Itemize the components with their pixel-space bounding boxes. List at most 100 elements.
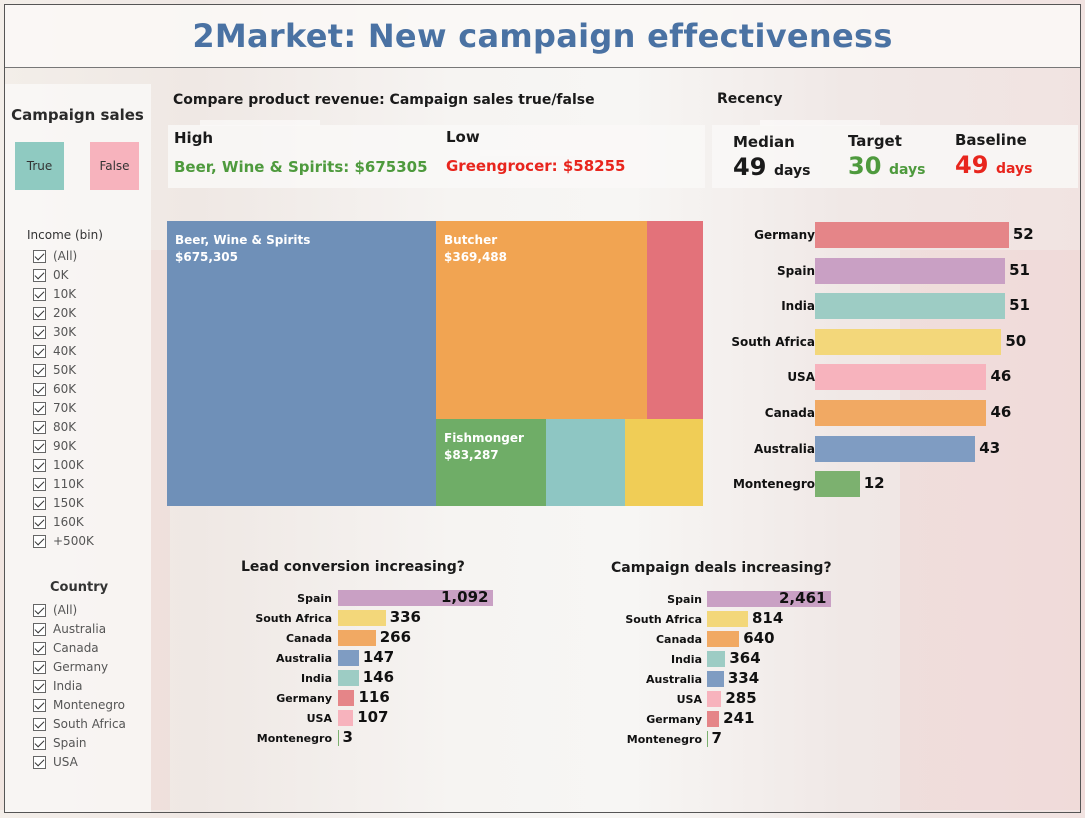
campaign-deals-bar-usa[interactable]: [707, 691, 722, 707]
income-option-500k[interactable]: +500K: [33, 532, 94, 550]
lead-conversion-bar-india[interactable]: [338, 670, 359, 686]
checkbox[interactable]: [33, 515, 46, 529]
checkbox[interactable]: [33, 306, 46, 320]
checkbox[interactable]: [33, 679, 46, 693]
income-option-150k[interactable]: 150K: [33, 494, 84, 512]
recency-bar-row-australia[interactable]: Australia 43: [715, 435, 1060, 462]
recency-bar-row-india[interactable]: India 51: [715, 293, 1060, 320]
income-option-all[interactable]: (All): [33, 247, 77, 265]
lead-conversion-bar-germany[interactable]: [338, 690, 355, 706]
country-option-india[interactable]: India: [33, 677, 82, 695]
checkbox[interactable]: [33, 622, 46, 636]
recency-bar-row-montenegro[interactable]: Montenegro 12: [715, 471, 1060, 498]
checkbox[interactable]: [33, 344, 46, 358]
checkbox[interactable]: [33, 534, 46, 548]
revenue-treemap: Beer, Wine & Spirits $675,305 Butcher $3…: [167, 221, 703, 506]
income-option-80k[interactable]: 80K: [33, 418, 76, 436]
income-option-50k[interactable]: 50K: [33, 361, 76, 379]
treemap-tile-beer-wine-spirits[interactable]: Beer, Wine & Spirits $675,305: [167, 221, 436, 506]
country-option-south-africa[interactable]: South Africa: [33, 715, 126, 733]
filter-panel: [5, 84, 151, 812]
lead-conversion-bar-australia[interactable]: [338, 650, 359, 666]
checkbox[interactable]: [33, 496, 46, 510]
checkbox[interactable]: [33, 439, 46, 453]
tile-name: Fishmonger: [444, 431, 524, 445]
checkbox[interactable]: [33, 363, 46, 377]
checkbox-label: 60K: [53, 382, 77, 396]
treemap-tile-unlabeled-yellow[interactable]: [625, 419, 703, 506]
campaign-deals-bar-canada[interactable]: [707, 631, 740, 647]
tile-name: Butcher: [444, 233, 498, 247]
checkbox[interactable]: [33, 641, 46, 655]
checkbox[interactable]: [33, 458, 46, 472]
recency-bar-row-spain[interactable]: Spain 51: [715, 257, 1060, 284]
country-option-spain[interactable]: Spain: [33, 734, 87, 752]
lead-conversion-bar-canada[interactable]: [338, 630, 376, 646]
legend-true[interactable]: True: [15, 142, 64, 190]
checkbox[interactable]: [33, 325, 46, 339]
recency-bar-row-south-africa[interactable]: South Africa 50: [715, 328, 1060, 355]
treemap-tile-butcher[interactable]: Butcher $369,488: [436, 221, 647, 419]
checkbox[interactable]: [33, 382, 46, 396]
campaign-deals-bar-spain[interactable]: [707, 591, 831, 607]
recency-bar-row-usa[interactable]: USA 46: [715, 364, 1060, 391]
income-option-90k[interactable]: 90K: [33, 437, 76, 455]
bar[interactable]: [815, 400, 987, 426]
country-option-usa[interactable]: USA: [33, 753, 78, 771]
campaign-deals-bar-montenegro[interactable]: [707, 731, 708, 747]
checkbox[interactable]: [33, 755, 46, 769]
lead-conversion-bar-south-africa[interactable]: [338, 610, 386, 626]
campaign-deals-bar-south-africa[interactable]: [707, 611, 748, 627]
recency-bar-row-germany[interactable]: Germany 52: [715, 222, 1060, 248]
lead-conversion-bar-spain[interactable]: [338, 590, 493, 606]
checkbox[interactable]: [33, 698, 46, 712]
recency-bar-row-canada[interactable]: Canada 46: [715, 400, 1060, 426]
checkbox[interactable]: [33, 660, 46, 674]
income-option-10k[interactable]: 10K: [33, 285, 76, 303]
bar[interactable]: [815, 364, 987, 391]
campaign-deals-value-usa: 285: [725, 689, 757, 707]
checkbox[interactable]: [33, 420, 46, 434]
checkbox[interactable]: [33, 477, 46, 491]
bar[interactable]: [815, 471, 860, 498]
income-option-40k[interactable]: 40K: [33, 342, 76, 360]
checkbox[interactable]: [33, 603, 46, 617]
lead-conversion-value-usa: 107: [357, 708, 389, 726]
bar[interactable]: [815, 293, 1006, 320]
income-option-30k[interactable]: 30K: [33, 323, 76, 341]
country-option-montenegro[interactable]: Montenegro: [33, 696, 125, 714]
country-option-all[interactable]: (All): [33, 601, 77, 619]
lead-conversion-bar-usa[interactable]: [338, 710, 354, 726]
checkbox[interactable]: [33, 401, 46, 415]
income-option-100k[interactable]: 100K: [33, 456, 84, 474]
lead-conversion-value-montenegro: 3: [342, 728, 353, 746]
income-option-20k[interactable]: 20K: [33, 304, 76, 322]
checkbox[interactable]: [33, 249, 46, 263]
checkbox[interactable]: [33, 287, 46, 301]
campaign-deals-label-india: India: [671, 653, 702, 666]
treemap-tile-unlabeled-teal[interactable]: [546, 419, 625, 506]
country-option-australia[interactable]: Australia: [33, 620, 106, 638]
campaign-deals-bar-australia[interactable]: [707, 671, 724, 687]
checkbox[interactable]: [33, 736, 46, 750]
income-option-60k[interactable]: 60K: [33, 380, 76, 398]
checkbox[interactable]: [33, 268, 46, 282]
bar[interactable]: [815, 257, 1006, 284]
campaign-deals-bar-germany[interactable]: [707, 711, 720, 727]
bar[interactable]: [815, 222, 1009, 248]
lead-conversion-bar-montenegro[interactable]: [338, 730, 339, 746]
checkbox[interactable]: [33, 717, 46, 731]
campaign-deals-bar-india[interactable]: [707, 651, 726, 667]
treemap-tile-unlabeled-red[interactable]: [647, 221, 703, 419]
bar-value-label: 46: [990, 403, 1012, 421]
country-option-canada[interactable]: Canada: [33, 639, 99, 657]
legend-false[interactable]: False: [90, 142, 139, 190]
income-option-0k[interactable]: 0K: [33, 266, 69, 284]
bar[interactable]: [815, 435, 976, 462]
bar[interactable]: [815, 328, 1002, 355]
country-option-germany[interactable]: Germany: [33, 658, 108, 676]
income-option-160k[interactable]: 160K: [33, 513, 84, 531]
income-option-110k[interactable]: 110K: [33, 475, 84, 493]
treemap-tile-fishmonger[interactable]: Fishmonger $83,287: [436, 419, 546, 506]
income-option-70k[interactable]: 70K: [33, 399, 76, 417]
